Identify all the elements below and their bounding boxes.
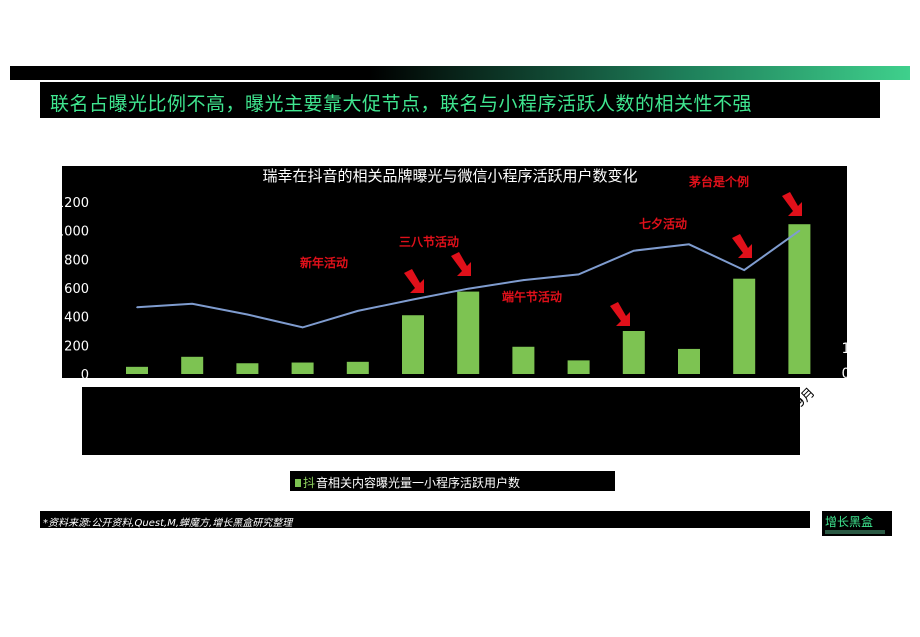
- x-tick-label: 2022年12月: [257, 385, 321, 449]
- top-accent-bar: [10, 66, 910, 80]
- bar-5: [346, 361, 369, 374]
- y-tick-label: 1200: [62, 196, 89, 211]
- x-tick-label: 2022年11月: [202, 385, 266, 449]
- line-point-12: [743, 269, 745, 271]
- line-point-8: [522, 279, 525, 281]
- brand-logo-subline: [825, 530, 885, 534]
- bar-6: [402, 315, 424, 374]
- annotation-label: 三八节活动: [399, 234, 459, 249]
- x-tick-label: 2023年8月: [705, 385, 763, 443]
- right-tick-label: 1: [842, 341, 851, 357]
- legend: [290, 471, 615, 491]
- y-tick-label: 200: [64, 339, 89, 354]
- y-tick-label: 0: [81, 368, 89, 383]
- right-tick-label: 0: [842, 366, 851, 382]
- line-point-7: [467, 287, 470, 290]
- chart: 瑞幸在抖音的相关品牌曝光与微信小程序活跃用户数变化 0 200 400 600 800 1…: [62, 167, 851, 449]
- x-tick-label: 2023年3月: [429, 385, 487, 443]
- line-point-1: [136, 306, 138, 309]
- bar-11: [678, 348, 700, 374]
- chart-title: 瑞幸在抖音的相关品牌曝光与微信小程序活跃用户数变化: [262, 167, 637, 185]
- x-axis-band: [82, 387, 800, 455]
- line-point-10: [633, 249, 635, 252]
- line-point-9: [577, 273, 580, 276]
- page-headline: 联名占曝光比例不高，曝光主要靠大促节点，联名与小程序活跃人数的相关性不强: [50, 93, 753, 115]
- chart-panel: [62, 166, 847, 378]
- y-tick-label: 1000: [62, 225, 89, 240]
- bar-8: [512, 346, 535, 374]
- source-banner: [40, 511, 810, 528]
- legend-label-prefix: 抖: [303, 476, 316, 490]
- x-tick-label: 2023年4月: [484, 385, 542, 443]
- annotation-arrow: [610, 302, 630, 326]
- line-point-3: [246, 313, 249, 316]
- line-point-6: [412, 298, 414, 301]
- x-tick-label: 2023年1月: [318, 385, 376, 443]
- bar-7: [457, 291, 480, 374]
- bar-9: [567, 360, 590, 374]
- annotation-arrow: [404, 269, 424, 293]
- bar-13: [788, 224, 811, 374]
- x-tick-label: 2022年9月: [98, 385, 156, 443]
- line-point-2: [191, 303, 193, 305]
- annotation-label: 端午节活动: [502, 289, 562, 304]
- annotation-arrow: [451, 252, 471, 276]
- line-point-13: [798, 229, 801, 232]
- annotation-label: 七夕活动: [639, 216, 687, 231]
- annotation-label: 新年活动: [300, 255, 348, 270]
- y-tick-label: 800: [64, 253, 89, 268]
- line-point-11: [688, 243, 690, 246]
- annotation-label: 茅台是个例: [689, 174, 749, 189]
- x-tick-label: 2023年7月: [650, 385, 708, 443]
- bar-2: [181, 356, 204, 374]
- brand-logo-text: 增长黑盒: [825, 515, 874, 529]
- legend-swatch-bars: [295, 479, 301, 487]
- bar-3: [236, 363, 259, 374]
- x-tick-label: 2023年6月: [594, 385, 652, 443]
- y-tick-label: 600: [64, 282, 89, 297]
- line-point-4: [301, 326, 304, 329]
- x-tick-label: 2022年10月: [147, 385, 211, 449]
- annotation-arrow: [782, 192, 802, 216]
- x-tick-label: 2023年5月: [539, 385, 597, 443]
- bar-10: [622, 331, 645, 374]
- bar-1: [126, 366, 148, 374]
- source-note: *资料来源:公开资料,Quest,M,蝉魔方,增长黑盒研究整理: [43, 518, 293, 529]
- bar-12: [733, 278, 756, 374]
- x-tick-label: 2023年2月: [374, 385, 432, 443]
- y-tick-label: 400: [64, 311, 89, 326]
- bar-4: [291, 362, 314, 374]
- annotation-arrow: [732, 234, 752, 258]
- legend-label: 音相关内容曝光量一小程序活跃用户数: [316, 476, 521, 490]
- line-point-5: [357, 310, 359, 312]
- headline-banner: [40, 82, 880, 118]
- x-tick-label: 2023年9月: [760, 385, 818, 443]
